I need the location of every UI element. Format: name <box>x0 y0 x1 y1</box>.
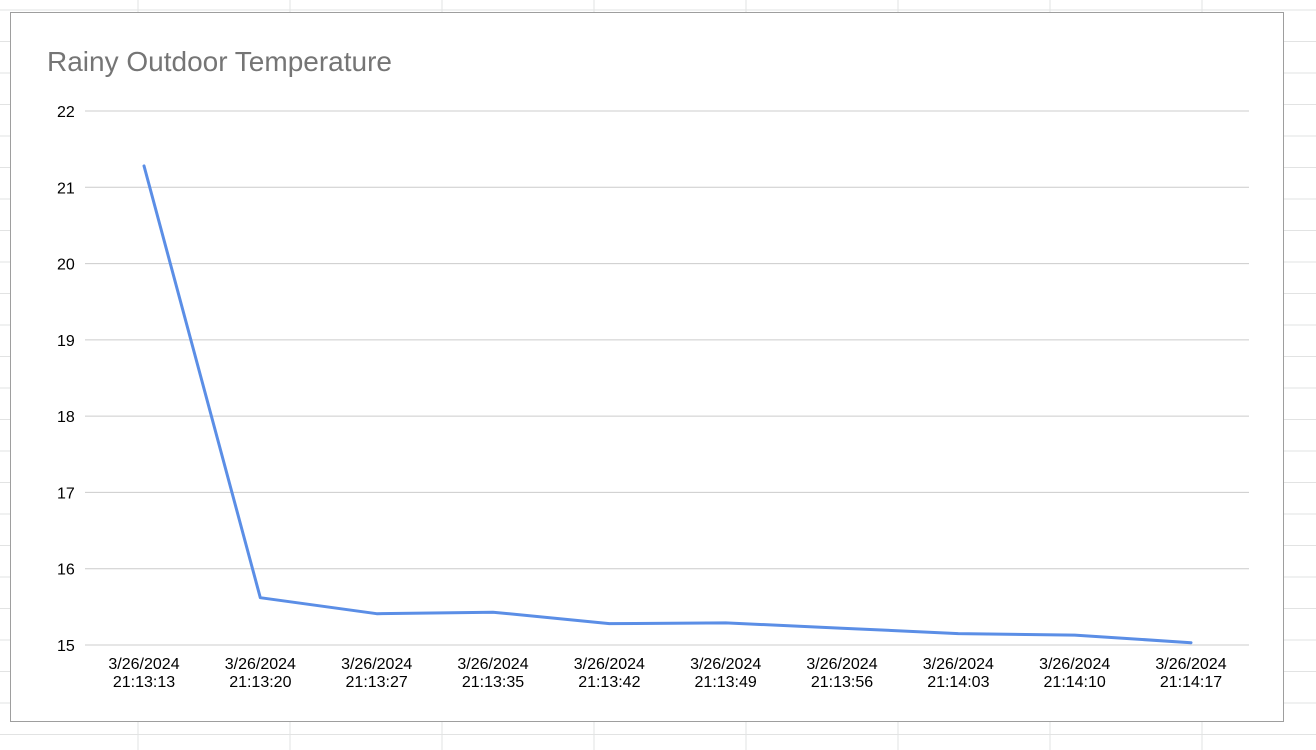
x-tick-label: 3/26/2024 21:13:56 <box>806 656 877 691</box>
series-line[interactable] <box>142 164 1193 645</box>
x-tick-label: 3/26/2024 21:13:49 <box>690 656 761 691</box>
y-tick-label: 21 <box>57 180 75 197</box>
data-point[interactable] <box>139 161 149 171</box>
series-group <box>139 161 1196 648</box>
data-point[interactable] <box>1070 630 1080 640</box>
data-point[interactable] <box>953 629 963 639</box>
data-point[interactable] <box>604 619 614 629</box>
data-point[interactable] <box>721 618 731 628</box>
y-tick-label: 17 <box>57 485 75 502</box>
x-tick-label: 3/26/2024 21:14:17 <box>1155 656 1226 691</box>
data-point[interactable] <box>488 607 498 617</box>
gridlines <box>85 110 1249 646</box>
data-point[interactable] <box>1186 638 1196 648</box>
data-point[interactable] <box>255 593 265 603</box>
x-tick-label: 3/26/2024 21:14:03 <box>923 656 994 691</box>
y-tick-label: 16 <box>57 562 75 579</box>
chart-title: Rainy Outdoor Temperature <box>47 46 392 77</box>
x-tick-label: 3/26/2024 21:13:42 <box>574 656 645 691</box>
line-chart: Rainy Outdoor Temperature 15 16 17 18 19 20 21… <box>47 46 1249 691</box>
x-tick-label: 3/26/2024 21:14:10 <box>1039 656 1110 691</box>
x-tick-label: 3/26/2024 21:13:27 <box>341 656 412 691</box>
y-tick-label: 18 <box>57 409 75 426</box>
x-tick-label: 3/26/2024 21:13:35 <box>457 656 528 691</box>
x-tick-label: 3/26/2024 21:13:20 <box>225 656 296 691</box>
x-tick-label: 3/26/2024 21:13:13 <box>108 656 179 691</box>
x-axis-tick-labels: 3/26/2024 21:13:13 3/26/2024 21:13:20 3/26/2… <box>108 656 1226 691</box>
y-tick-label: 15 <box>57 638 75 655</box>
chart-container[interactable]: Rainy Outdoor Temperature 15 16 17 18 19 20 21… <box>10 12 1284 722</box>
data-point[interactable] <box>372 609 382 619</box>
y-tick-label: 20 <box>57 257 75 274</box>
y-axis-tick-labels: 15 16 17 18 19 20 21 22 <box>57 104 75 655</box>
y-tick-label: 22 <box>57 104 75 121</box>
y-tick-label: 19 <box>57 333 75 350</box>
data-point[interactable] <box>837 623 847 633</box>
